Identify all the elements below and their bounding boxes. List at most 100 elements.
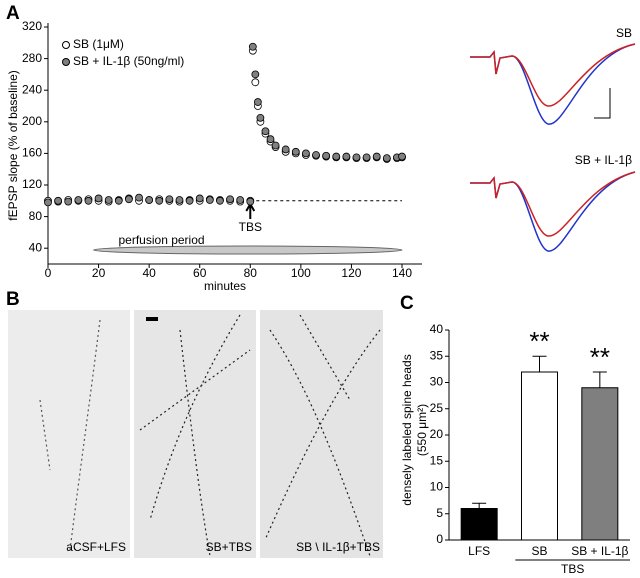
panel-label: B xyxy=(6,289,20,310)
legend-marker xyxy=(62,41,70,49)
data-point xyxy=(236,196,245,204)
arrow-label: TBS xyxy=(239,220,262,234)
data-point xyxy=(271,141,280,150)
data-point xyxy=(398,152,406,161)
y-tick-label: 280 xyxy=(22,51,42,65)
data-point xyxy=(246,197,255,206)
x-tick-label: 0 xyxy=(45,266,52,280)
data-point xyxy=(135,193,143,202)
data-point xyxy=(155,196,164,205)
data-point xyxy=(261,127,270,136)
micrograph xyxy=(134,310,256,558)
micrograph xyxy=(8,310,130,558)
data-point xyxy=(84,196,93,205)
legend-label: SB (1μM) xyxy=(73,37,124,51)
data-point xyxy=(372,152,381,161)
micrograph-label: SB \ IL-1β+TBS xyxy=(296,540,380,554)
y-tick-label: 80 xyxy=(29,209,43,223)
x-tick-label: 60 xyxy=(193,266,207,280)
data-point xyxy=(352,153,361,162)
legend-marker xyxy=(62,58,70,66)
x-tick-label: LFS xyxy=(468,544,490,558)
data-point xyxy=(362,153,371,162)
x-tick-label: 40 xyxy=(142,266,156,280)
x-tick-label: 20 xyxy=(92,266,106,280)
micrograph xyxy=(260,310,383,558)
data-point xyxy=(281,145,290,154)
data-point xyxy=(226,195,234,204)
traces xyxy=(470,43,636,252)
micrograph-label: SB+TBS xyxy=(206,540,252,554)
data-point xyxy=(248,42,257,51)
y-tick-label: 15 xyxy=(430,453,444,467)
legend-label: SB + IL-1β (50ng/ml) xyxy=(73,54,184,68)
x-tick-label: 80 xyxy=(244,266,258,280)
y-tick-label: 320 xyxy=(22,19,42,33)
bar xyxy=(521,371,558,541)
data-point xyxy=(54,196,63,205)
data-point xyxy=(125,195,133,204)
trace-label: SB + IL-1β xyxy=(575,153,632,167)
data-point xyxy=(266,135,275,144)
significance-label: ** xyxy=(529,326,549,356)
y-tick-label: 20 xyxy=(430,427,444,441)
perfusion-band xyxy=(93,245,403,255)
bar xyxy=(581,387,619,541)
data-point xyxy=(302,149,310,158)
x-tick-label: SB + IL-1β xyxy=(571,544,628,558)
data-point xyxy=(94,194,103,203)
y-tick-label: 40 xyxy=(430,322,444,336)
data-point xyxy=(251,78,260,87)
x-tick-label: 100 xyxy=(291,266,311,280)
panel-label: C xyxy=(400,293,414,314)
x-tick-label: 120 xyxy=(341,266,361,280)
data-point xyxy=(291,147,300,156)
data-point xyxy=(253,98,262,106)
dendrite xyxy=(39,319,101,551)
significance-label: ** xyxy=(590,342,610,372)
data-point xyxy=(145,196,154,204)
data-point xyxy=(165,195,174,204)
arrow xyxy=(245,201,256,219)
y-tick-label: 240 xyxy=(22,82,42,96)
trace xyxy=(470,43,636,107)
dendrite xyxy=(139,314,251,557)
y-tick-label: 25 xyxy=(430,401,444,415)
x-axis-label: minutes xyxy=(204,279,246,293)
data-point xyxy=(312,151,320,159)
data-point xyxy=(251,70,260,79)
y-tick-label: 30 xyxy=(430,375,444,389)
panel-label: A xyxy=(6,3,20,24)
data-point xyxy=(44,198,52,207)
data-point xyxy=(74,196,83,204)
y-tick-label: 5 xyxy=(436,506,443,520)
data-point xyxy=(216,196,224,205)
data-point xyxy=(64,197,73,206)
data-point xyxy=(256,113,265,122)
x-tick-label: SB xyxy=(531,544,547,558)
y-tick-label: 0 xyxy=(436,532,443,546)
bar xyxy=(460,508,498,541)
y-tick-label: 40 xyxy=(29,240,43,254)
y-axis-label: (550 μm²) xyxy=(415,404,429,456)
micrograph-label: aCSF+LFS xyxy=(66,540,126,554)
trace-label: SB xyxy=(616,26,632,40)
data-point xyxy=(185,196,194,205)
data-point xyxy=(382,154,391,163)
y-tick-label: 10 xyxy=(430,480,444,494)
group-label: TBS xyxy=(561,562,584,576)
data-point xyxy=(195,194,204,203)
trace xyxy=(470,171,636,237)
x-tick-label: 140 xyxy=(392,266,412,280)
data-point xyxy=(205,196,214,204)
y-tick-label: 160 xyxy=(22,146,42,160)
scale-bar xyxy=(146,317,158,321)
data-point xyxy=(332,152,341,161)
dendrite xyxy=(264,314,381,557)
scale-bar xyxy=(594,88,611,119)
micrographs xyxy=(8,310,383,558)
data-point xyxy=(175,196,184,204)
band-label: perfusion period xyxy=(119,233,205,247)
y-axis-label: densely labeled spine heads xyxy=(400,354,414,505)
